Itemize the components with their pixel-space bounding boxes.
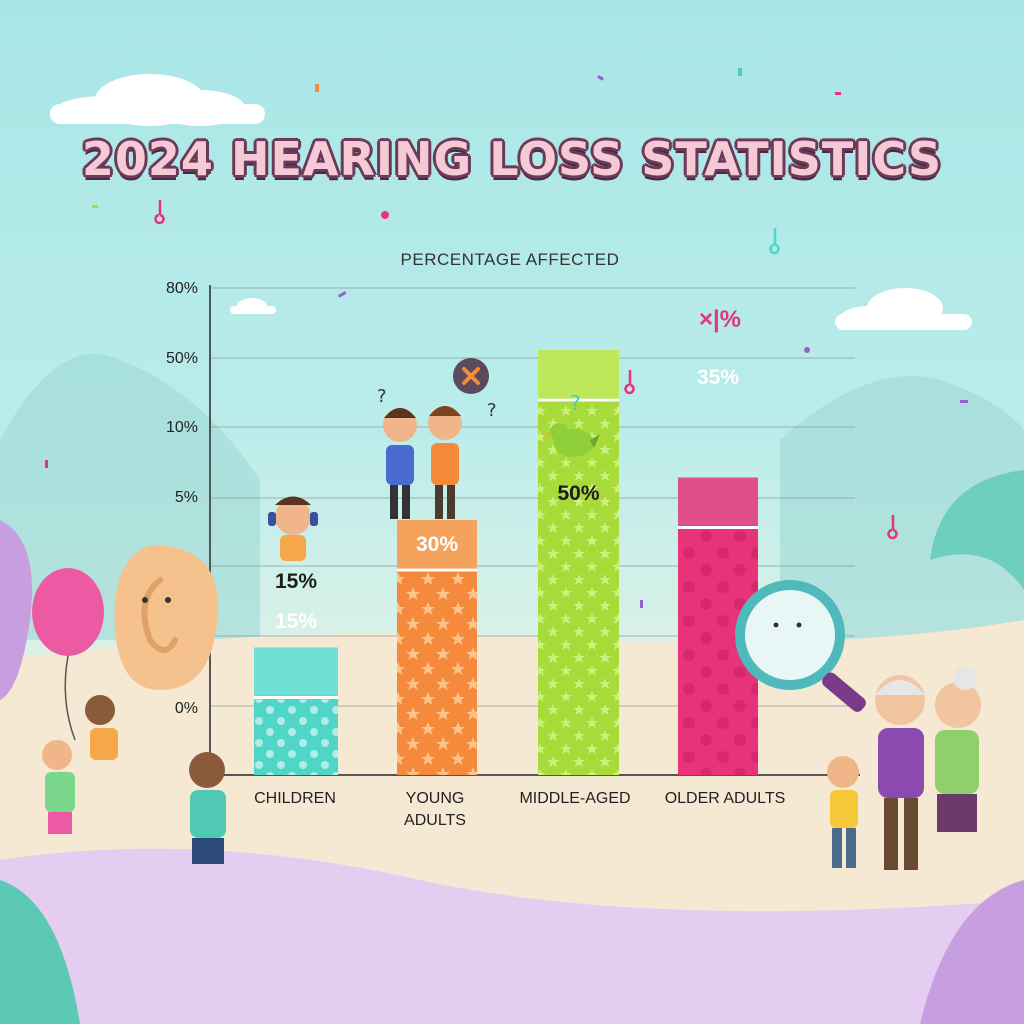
ground-lilac	[0, 848, 1024, 1024]
magnifying-glass-illustration	[735, 580, 866, 712]
speech-bubble	[453, 358, 489, 394]
y-tick-label: 0%	[174, 700, 198, 717]
bottom-left-leaves	[0, 880, 80, 1024]
y-axis-label: PERCENTAGE AFFECTED	[400, 250, 620, 269]
x-category-label: OLDER ADULTS	[664, 790, 786, 807]
young-adults-illustration: ? ?	[377, 386, 497, 519]
bar-pattern-middle-aged	[538, 402, 619, 775]
data-label-older-adults: 35%	[696, 366, 740, 389]
y-tick-label: 5%	[174, 489, 198, 506]
cloud-top-right	[835, 288, 972, 330]
svg-text:?: ?	[377, 386, 387, 407]
bar-header-children	[254, 647, 338, 696]
data-label-young-adults: 30%	[415, 533, 459, 556]
bar-header-middle-aged	[538, 350, 619, 398]
svg-text:?: ?	[570, 391, 581, 415]
data-label-children: 15%	[274, 610, 318, 633]
cloud-top-left	[50, 74, 265, 126]
older-adults-illustration	[827, 666, 981, 870]
ear-mascot-illustration	[114, 545, 219, 690]
y-tick-label: 50%	[165, 350, 198, 367]
left-bush	[0, 520, 32, 700]
data-label-children-outer: 15%	[274, 570, 318, 593]
y-tick-label: 80%	[165, 280, 198, 297]
confetti	[45, 68, 968, 608]
bar-header-young-adults	[397, 520, 477, 568]
x-category-label: YOUNG ADULTS	[404, 790, 466, 829]
bar-header-older-adults	[678, 477, 758, 526]
x-category-label: CHILDREN	[254, 790, 336, 807]
bird-illustration: ?	[543, 391, 600, 457]
balloon-illustration	[32, 568, 104, 741]
bottom-right-leaves	[920, 880, 1024, 1024]
chart-title: 2024 HEARING LOSS STATISTICS	[81, 132, 943, 186]
music-notes	[154, 200, 898, 540]
children-playing-illustration	[42, 695, 226, 864]
right-leaves	[930, 470, 1024, 590]
x-category-label: MIDDLE-AGED	[519, 790, 631, 807]
bar-pattern-children	[254, 699, 338, 775]
child-with-headphones-illustration	[268, 496, 318, 561]
data-label-middle-aged: 50%	[557, 482, 600, 505]
cloud-small-chart	[230, 298, 276, 314]
y-tick-label: 10%	[165, 419, 198, 436]
background-hill-right	[780, 376, 1024, 640]
bar-pattern-young-adults	[397, 572, 477, 775]
x-mark-icon	[462, 367, 480, 385]
svg-text:?: ?	[487, 400, 497, 421]
bar-top-mark: ×|%	[698, 306, 742, 333]
